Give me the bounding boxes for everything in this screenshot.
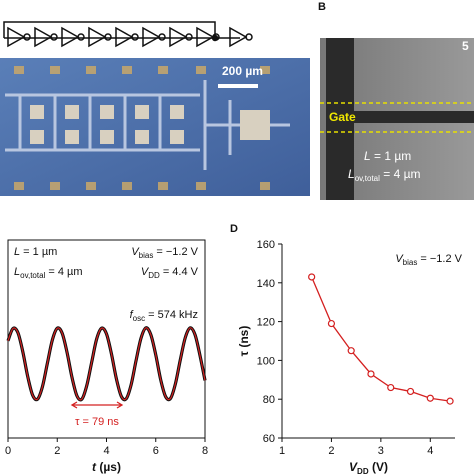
text-rest: = 574 kHz	[145, 309, 198, 321]
point	[367, 370, 375, 378]
text-sub: DD	[357, 467, 369, 474]
text-rest: = 1 µm	[20, 246, 57, 258]
text-rest: = −1.2 V	[153, 246, 198, 258]
x-tick-label: 6	[153, 445, 159, 457]
period-arrow	[70, 401, 124, 409]
schematic	[3, 21, 253, 48]
overlap-label: Lov,total = 4 µm	[348, 167, 420, 183]
text-main: V	[141, 266, 150, 278]
text-sub: bias	[403, 258, 418, 267]
text-rest: (µs)	[96, 460, 121, 474]
text-rest: = 1 µm	[371, 149, 412, 163]
text-sub: bias	[139, 251, 154, 260]
text-main: t	[92, 460, 97, 474]
micrograph: 200 µm	[0, 58, 310, 196]
point	[347, 347, 355, 355]
point	[308, 273, 316, 281]
point	[406, 387, 415, 396]
panel-label: D	[230, 223, 238, 235]
period-label: τ = 79 ns	[75, 416, 119, 428]
x-axis-label: VDD (V)	[349, 460, 388, 474]
text-main: L	[364, 149, 371, 163]
x-tick-label: 8	[202, 445, 208, 457]
annotation: L = 1 µm	[14, 246, 57, 258]
annotation: Vbias = −1.2 V	[395, 253, 462, 267]
annotation: VDD = 4.4 V	[141, 266, 199, 280]
scale-bar	[218, 84, 258, 88]
length-label: L = 1 µm	[364, 149, 411, 163]
text-main: V	[131, 246, 140, 258]
text-main: V	[395, 253, 404, 265]
text-rest: = −1.2 V	[417, 253, 462, 265]
y-tick-label: 160	[257, 239, 275, 251]
text-sub: ov,total	[20, 271, 45, 280]
text-main: L	[348, 167, 355, 181]
annotation: Lov,total = 4 µm	[14, 266, 83, 280]
text-sub: ov,total	[355, 174, 380, 183]
y-tick-label: 100	[257, 355, 275, 367]
text-sub: osc	[133, 314, 145, 323]
x-tick-label: 4	[103, 445, 109, 457]
point	[446, 397, 454, 405]
scale-label: 5	[462, 39, 469, 53]
x-tick-label: 4	[427, 445, 433, 457]
text-main: L	[14, 266, 20, 278]
y-tick-label: 80	[263, 394, 275, 406]
x-tick-label: 2	[328, 445, 334, 457]
text-rest: = 4.4 V	[160, 266, 199, 278]
gate-label: Gate	[329, 110, 356, 124]
x-axis-label: t (µs)	[92, 460, 121, 474]
x-tick-label: 3	[378, 445, 384, 457]
x-tick-label: 1	[279, 445, 285, 457]
point	[327, 319, 336, 328]
text-main: V	[349, 460, 358, 474]
x-tick-label: 0	[5, 445, 11, 457]
annotation: Vbias = −1.2 V	[131, 246, 198, 260]
y-tick-label: 140	[257, 278, 275, 290]
point	[387, 383, 395, 392]
scale-label: 200 µm	[222, 64, 263, 78]
series-line	[6, 326, 207, 402]
text-rest: = 4 µm	[380, 167, 421, 181]
y-axis-label: τ (ns)	[237, 326, 251, 357]
text-sub: DD	[148, 271, 160, 280]
panel-label: B	[318, 1, 326, 13]
text-rest: (V)	[369, 460, 388, 474]
text-main: f	[130, 309, 134, 321]
fit-line	[7, 327, 206, 401]
y-tick-label: 120	[257, 317, 275, 329]
annotation: fosc = 574 kHz	[130, 309, 198, 323]
series-line	[311, 276, 451, 402]
sem-image: Gate 5 L = 1 µm Lov,total = 4 µm	[320, 38, 474, 200]
text-rest: = 4 µm	[45, 266, 82, 278]
y-tick-label: 60	[263, 433, 275, 445]
x-tick-label: 2	[54, 445, 60, 457]
axes	[281, 244, 455, 439]
text-main: L	[14, 246, 20, 258]
point	[426, 394, 434, 402]
